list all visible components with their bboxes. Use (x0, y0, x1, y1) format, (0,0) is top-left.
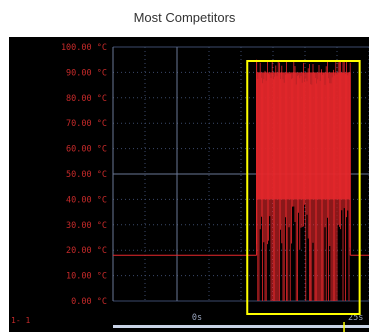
y-tick-label: 60.00 °C (66, 145, 107, 155)
x-tick-label: 0s (192, 313, 202, 323)
channel-label: 1- 1 (11, 316, 30, 325)
burst-oscillation (256, 60, 351, 301)
y-tick-label: 20.00 °C (66, 246, 107, 256)
highlight-box (246, 60, 361, 315)
x-axis-ticks: 0s 25s (192, 313, 363, 323)
y-axis-ticks: 100.00 °C 90.00 °C 80.00 °C 70.00 °C 60.00 °… (61, 43, 107, 307)
temperature-trace (113, 59, 369, 301)
highlight-rectangle (246, 60, 361, 315)
scroll-cursor (113, 325, 369, 328)
y-tick-label: 10.00 °C (66, 272, 107, 282)
x-tick-label: 25s (348, 313, 363, 323)
oscilloscope-screen: 100.00 °C 90.00 °C 80.00 °C 70.00 °C 60.00 °… (9, 37, 369, 332)
temperature-chart: 100.00 °C 90.00 °C 80.00 °C 70.00 °C 60.00 °… (11, 43, 369, 332)
page-title: Most Competitors (133, 10, 236, 25)
y-tick-label: 90.00 °C (66, 68, 107, 78)
y-tick-label: 100.00 °C (61, 43, 107, 53)
y-tick-label: 80.00 °C (66, 94, 107, 104)
y-tick-label: 50.00 °C (66, 170, 107, 180)
y-tick-label: 30.00 °C (66, 221, 107, 231)
y-tick-label: 40.00 °C (66, 195, 107, 205)
y-tick-label: 70.00 °C (66, 119, 107, 129)
y-tick-label: 0.00 °C (71, 297, 107, 307)
cursor-bar (113, 322, 369, 332)
